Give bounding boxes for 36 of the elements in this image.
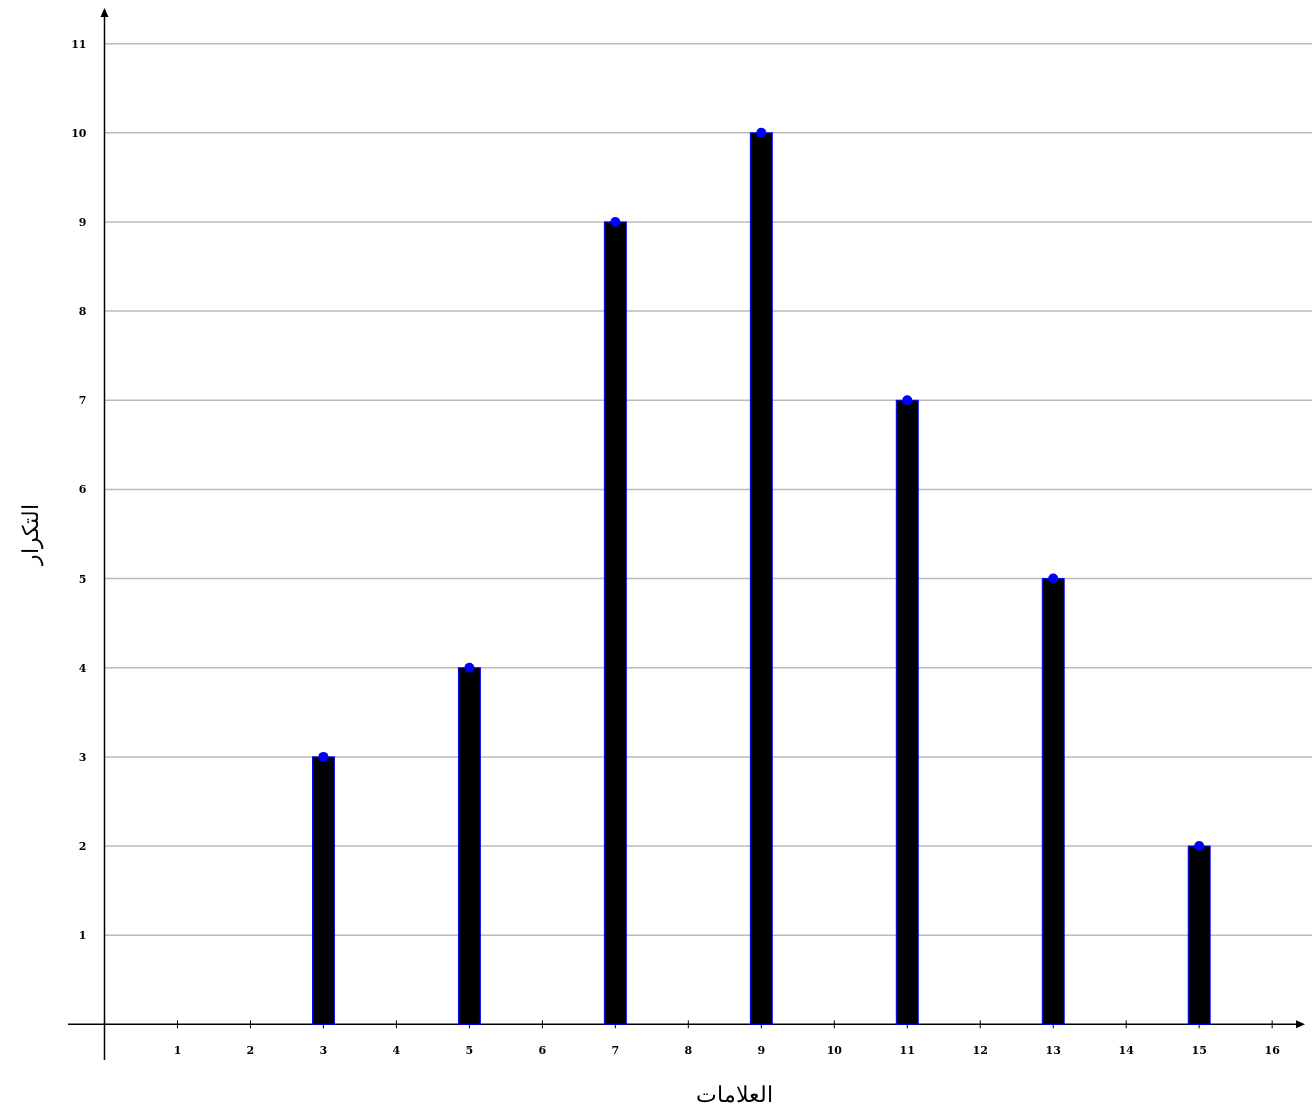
x-tick-label: 13 bbox=[1045, 1044, 1061, 1058]
y-tick-label: 3 bbox=[78, 750, 87, 764]
y-tick-label: 5 bbox=[78, 572, 87, 586]
point bbox=[756, 127, 767, 138]
point bbox=[1048, 573, 1059, 584]
y-tick-label: 2 bbox=[78, 840, 87, 854]
y-tick-label: 4 bbox=[78, 661, 87, 675]
x-tick-label: 14 bbox=[1118, 1044, 1135, 1058]
y-tick-label: 11 bbox=[71, 37, 87, 51]
x-tick-label: 2 bbox=[246, 1044, 255, 1058]
x-tick-label: 7 bbox=[611, 1044, 620, 1058]
x-tick-label: 1 bbox=[173, 1044, 182, 1058]
point bbox=[902, 395, 913, 406]
x-tick-label: 9 bbox=[757, 1044, 766, 1058]
x-tick-label: 16 bbox=[1264, 1044, 1281, 1058]
point bbox=[1194, 841, 1205, 852]
x-tick-label: 4 bbox=[392, 1044, 401, 1058]
x-tick-label: 8 bbox=[684, 1044, 693, 1058]
x-axis-title: العلامات bbox=[696, 1082, 774, 1107]
point bbox=[464, 662, 475, 673]
x-tick-label: 15 bbox=[1191, 1044, 1207, 1058]
x-tick-label: 12 bbox=[972, 1044, 988, 1058]
x-tick-label: 5 bbox=[465, 1044, 474, 1058]
x-tick-label: 11 bbox=[899, 1044, 915, 1058]
y-tick-label: 10 bbox=[71, 126, 87, 140]
y-axis-title: التكرار bbox=[18, 503, 44, 566]
y-tick-label: 7 bbox=[78, 394, 87, 408]
x-tick-label: 6 bbox=[538, 1044, 547, 1058]
point bbox=[318, 751, 329, 762]
y-tick-label: 9 bbox=[78, 215, 87, 229]
point bbox=[610, 216, 621, 227]
y-tick-label: 8 bbox=[78, 305, 87, 319]
x-tick-label: 10 bbox=[826, 1044, 843, 1058]
y-tick-label: 6 bbox=[78, 483, 87, 497]
x-tick-label: 3 bbox=[319, 1044, 328, 1058]
y-tick-label: 1 bbox=[78, 929, 87, 943]
